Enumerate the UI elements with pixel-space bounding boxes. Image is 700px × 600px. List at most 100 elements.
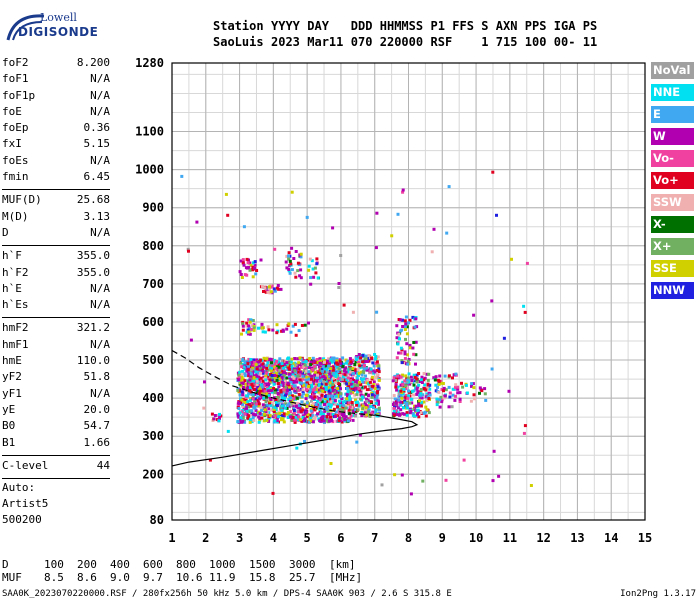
echo-point bbox=[294, 275, 298, 279]
echo-point bbox=[238, 411, 242, 415]
echo-point bbox=[275, 365, 279, 369]
echo-point bbox=[293, 271, 297, 275]
echo-point bbox=[407, 380, 411, 384]
echo-point bbox=[451, 376, 454, 380]
echo-point bbox=[403, 350, 407, 354]
echo-point bbox=[313, 378, 317, 382]
muf-value: 9.0 bbox=[110, 571, 130, 584]
echo-point bbox=[319, 379, 323, 383]
echo-point bbox=[418, 399, 422, 403]
echo-point bbox=[316, 399, 320, 403]
echo-point bbox=[329, 400, 333, 404]
echo-point bbox=[361, 354, 365, 357]
echo-point bbox=[287, 372, 291, 376]
echo-point bbox=[250, 376, 254, 380]
echo-point bbox=[269, 389, 273, 393]
echo-point bbox=[252, 323, 256, 327]
echo-point bbox=[251, 275, 255, 279]
echo-point bbox=[251, 366, 255, 370]
echo-point bbox=[362, 362, 366, 365]
echo-point bbox=[510, 257, 513, 261]
echo-point bbox=[324, 385, 328, 389]
echo-point bbox=[414, 414, 418, 418]
echo-point bbox=[274, 374, 278, 378]
echo-point bbox=[245, 257, 249, 261]
echo-point bbox=[259, 376, 263, 380]
echo-point bbox=[269, 285, 273, 289]
echo-point bbox=[203, 380, 206, 384]
echo-point bbox=[360, 378, 364, 382]
echo-point bbox=[259, 366, 263, 370]
echo-point bbox=[242, 365, 246, 369]
echo-point bbox=[374, 408, 378, 412]
echo-point bbox=[335, 365, 339, 369]
echo-point bbox=[259, 372, 263, 376]
ionogram-chart: 1 2 3 4 5 6 7 8 9 10 11 12 13 14 158020030040050060070… bbox=[135, 56, 652, 545]
echo-point bbox=[327, 389, 331, 393]
echo-point bbox=[305, 415, 309, 418]
digisonde-logo: Lowell DIGISONDE bbox=[4, 8, 114, 44]
echo-point bbox=[248, 332, 252, 336]
echo-point bbox=[399, 400, 403, 404]
echo-point bbox=[320, 395, 324, 399]
echo-point bbox=[243, 362, 247, 366]
echo-point bbox=[250, 411, 254, 415]
param-value: N/A bbox=[90, 225, 110, 239]
echo-point bbox=[417, 404, 421, 408]
echo-point bbox=[351, 388, 355, 392]
param-name: C-level bbox=[2, 458, 49, 472]
echo-point bbox=[252, 379, 256, 383]
echo-point bbox=[507, 389, 511, 393]
echo-point bbox=[273, 388, 277, 392]
legend-item: Vo- bbox=[651, 150, 694, 167]
echo-point bbox=[289, 415, 293, 419]
echo-point bbox=[375, 360, 379, 364]
echo-point bbox=[237, 415, 241, 419]
echo-point bbox=[332, 407, 336, 411]
echo-point bbox=[295, 446, 299, 450]
param-value: 25.68 bbox=[76, 193, 110, 207]
x-tick-label: 13 bbox=[570, 531, 584, 545]
x-tick-label: 4 bbox=[270, 531, 277, 545]
param-value: 355.0 bbox=[76, 265, 110, 279]
echo-point bbox=[240, 365, 244, 369]
echo-point bbox=[336, 363, 340, 367]
echo-point bbox=[298, 363, 302, 367]
echo-point bbox=[252, 358, 256, 362]
echo-point bbox=[260, 322, 264, 326]
echo-point bbox=[323, 359, 326, 362]
echo-point bbox=[238, 381, 242, 385]
echo-point bbox=[412, 393, 416, 397]
echo-point bbox=[287, 402, 291, 406]
echo-point bbox=[258, 389, 262, 393]
echo-point bbox=[367, 382, 371, 386]
echo-point bbox=[458, 400, 462, 403]
echo-point bbox=[254, 413, 258, 417]
echo-point bbox=[343, 419, 347, 423]
echo-point bbox=[411, 412, 415, 416]
echo-point bbox=[352, 386, 356, 390]
echo-point bbox=[240, 374, 243, 378]
param-row: yF2 51.8 bbox=[2, 370, 110, 386]
echo-point bbox=[347, 412, 351, 416]
echo-point bbox=[297, 361, 301, 365]
echo-point bbox=[409, 390, 413, 394]
y-tick-label: 200 bbox=[142, 467, 164, 481]
echo-point bbox=[255, 359, 258, 362]
echo-point bbox=[265, 364, 269, 368]
param-row: hmF2 321.2 bbox=[2, 321, 110, 337]
echo-point bbox=[400, 359, 404, 363]
echo-point bbox=[286, 357, 290, 361]
echo-point bbox=[407, 394, 410, 398]
echo-point bbox=[299, 276, 303, 280]
echo-point bbox=[289, 396, 292, 400]
echo-point bbox=[420, 381, 424, 384]
echo-point bbox=[364, 403, 368, 407]
muf-value: 11.9 bbox=[209, 571, 236, 584]
echo-point bbox=[412, 352, 416, 356]
echo-point bbox=[346, 376, 350, 380]
echo-point bbox=[311, 391, 315, 394]
auto-program: Artist5 bbox=[2, 497, 49, 510]
echo-point bbox=[250, 383, 254, 387]
echo-point bbox=[400, 361, 404, 365]
